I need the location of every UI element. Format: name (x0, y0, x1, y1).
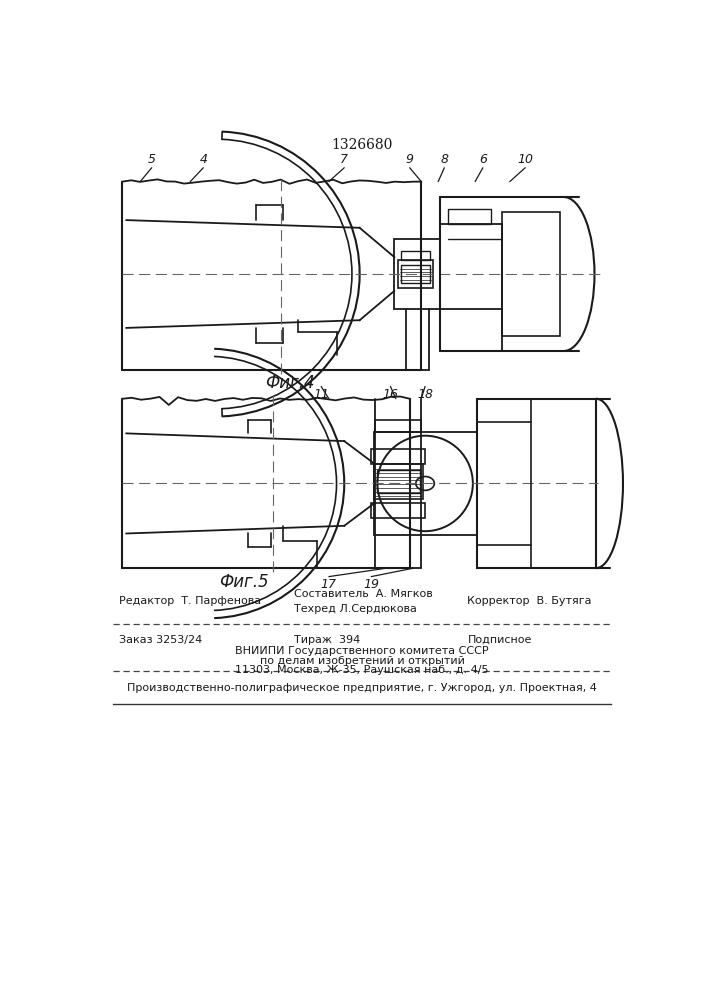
Text: ВНИИПИ Государственного комитета СССР: ВНИИПИ Государственного комитета СССР (235, 646, 489, 656)
Text: Фиг.5: Фиг.5 (219, 573, 269, 591)
Bar (373, 464, 423, 499)
Text: Корректор  В. Бутяга: Корректор В. Бутяга (467, 596, 592, 606)
Text: 5: 5 (148, 153, 156, 166)
Text: 11: 11 (313, 388, 329, 401)
Text: 4: 4 (199, 153, 207, 166)
Bar (402, 265, 430, 283)
Bar (375, 420, 421, 432)
Text: 19: 19 (363, 578, 379, 591)
Text: Заказ 3253/24: Заказ 3253/24 (119, 635, 203, 645)
Text: Производственно-полиграфическое предприятие, г. Ужгород, ул. Проектная, 4: Производственно-полиграфическое предприя… (127, 683, 597, 693)
Text: 6: 6 (479, 153, 487, 166)
Text: 17: 17 (321, 578, 337, 591)
Bar (398, 260, 433, 288)
Text: 10: 10 (518, 153, 533, 166)
Text: 8: 8 (440, 153, 448, 166)
Bar (477, 399, 596, 568)
Bar (395, 239, 440, 309)
Bar (502, 212, 560, 336)
Bar (402, 251, 430, 260)
Text: 1326680: 1326680 (332, 138, 392, 152)
Bar (377, 470, 420, 493)
Bar (371, 449, 425, 464)
Text: Редактор  Т. Парфенова: Редактор Т. Парфенова (119, 596, 262, 606)
Text: 16: 16 (382, 388, 399, 401)
Bar (373, 432, 477, 535)
Text: 9: 9 (406, 153, 414, 166)
Text: 18: 18 (417, 388, 433, 401)
Text: Техред Л.Сердюкова: Техред Л.Сердюкова (294, 604, 417, 614)
Text: Фиг.4: Фиг.4 (266, 374, 315, 392)
Text: 11303, Москва, Ж-35, Раушская наб., д. 4/5: 11303, Москва, Ж-35, Раушская наб., д. 4… (235, 665, 489, 675)
Text: 7: 7 (340, 153, 349, 166)
Text: Тираж  394: Тираж 394 (294, 635, 361, 645)
Text: по делам изобретений и открытий: по делам изобретений и открытий (259, 656, 464, 666)
Text: Составитель  А. Мягков: Составитель А. Мягков (294, 589, 433, 599)
Text: Подписное: Подписное (467, 635, 532, 645)
Bar (448, 209, 491, 224)
Bar (371, 503, 425, 518)
